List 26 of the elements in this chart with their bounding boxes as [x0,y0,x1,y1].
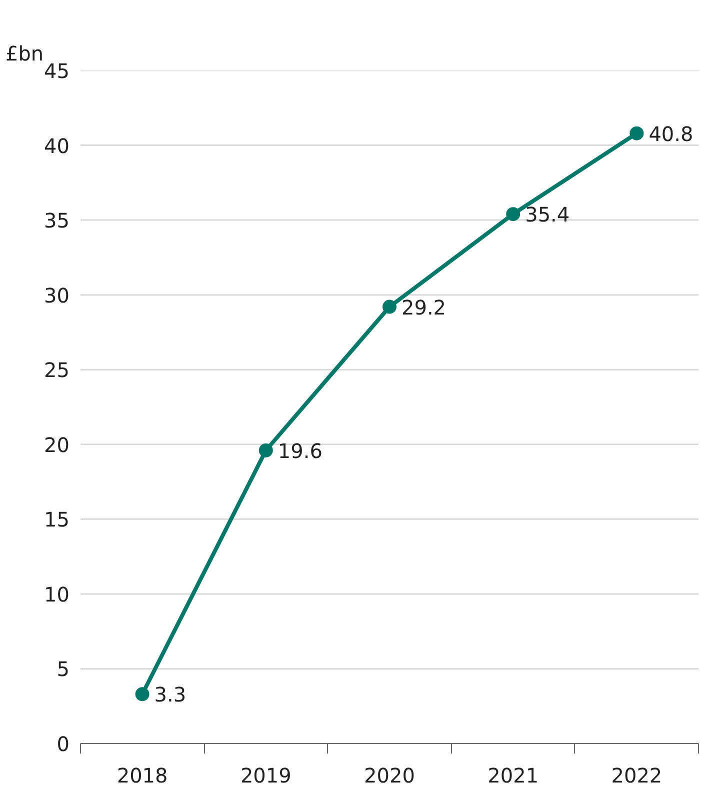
point [258,443,273,458]
y-tick-label: 20 [44,432,70,457]
data-label: 29.2 [402,295,446,320]
point [630,126,644,140]
data-label: 3.3 [154,682,186,707]
data-label: 40.8 [648,122,694,146]
y-tick-label: 15 [44,508,70,532]
y-tick-label: 0 [56,732,70,756]
data-label: 35.4 [525,202,570,227]
y-tick-label: 40 [44,134,70,158]
data-label: 19.6 [278,438,322,463]
y-tick-label: 45 [44,59,70,83]
y-tick-label: 30 [44,283,70,308]
y-tick-label: 5 [56,657,70,682]
y-axis-title: £bn [6,42,44,66]
x-tick-label: 2019 [240,764,292,788]
point [506,207,520,222]
x-tick-label: 2020 [364,764,415,788]
point [135,687,150,702]
y-tick-label: 35 [44,208,70,233]
x-tick-label: 2018 [116,764,168,788]
y-tick-label: 10 [44,582,70,606]
x-tick-label: 2021 [488,764,539,788]
y-tick-label: 25 [44,358,70,382]
x-tick-label: 2022 [611,764,662,788]
point [382,300,396,314]
